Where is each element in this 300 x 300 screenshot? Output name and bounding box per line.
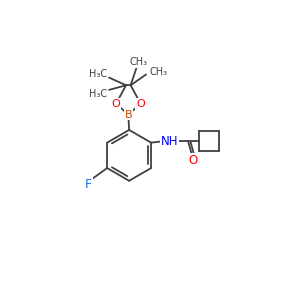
Text: CH₃: CH₃ [149,67,167,77]
Text: H₃C: H₃C [89,89,108,99]
Text: O: O [112,99,120,109]
Text: B: B [124,110,132,119]
Text: CH₃: CH₃ [129,57,147,67]
Text: O: O [136,99,145,109]
Text: H₃C: H₃C [89,69,108,79]
Text: O: O [189,154,198,167]
Text: F: F [85,178,92,191]
Text: NH: NH [161,135,178,148]
